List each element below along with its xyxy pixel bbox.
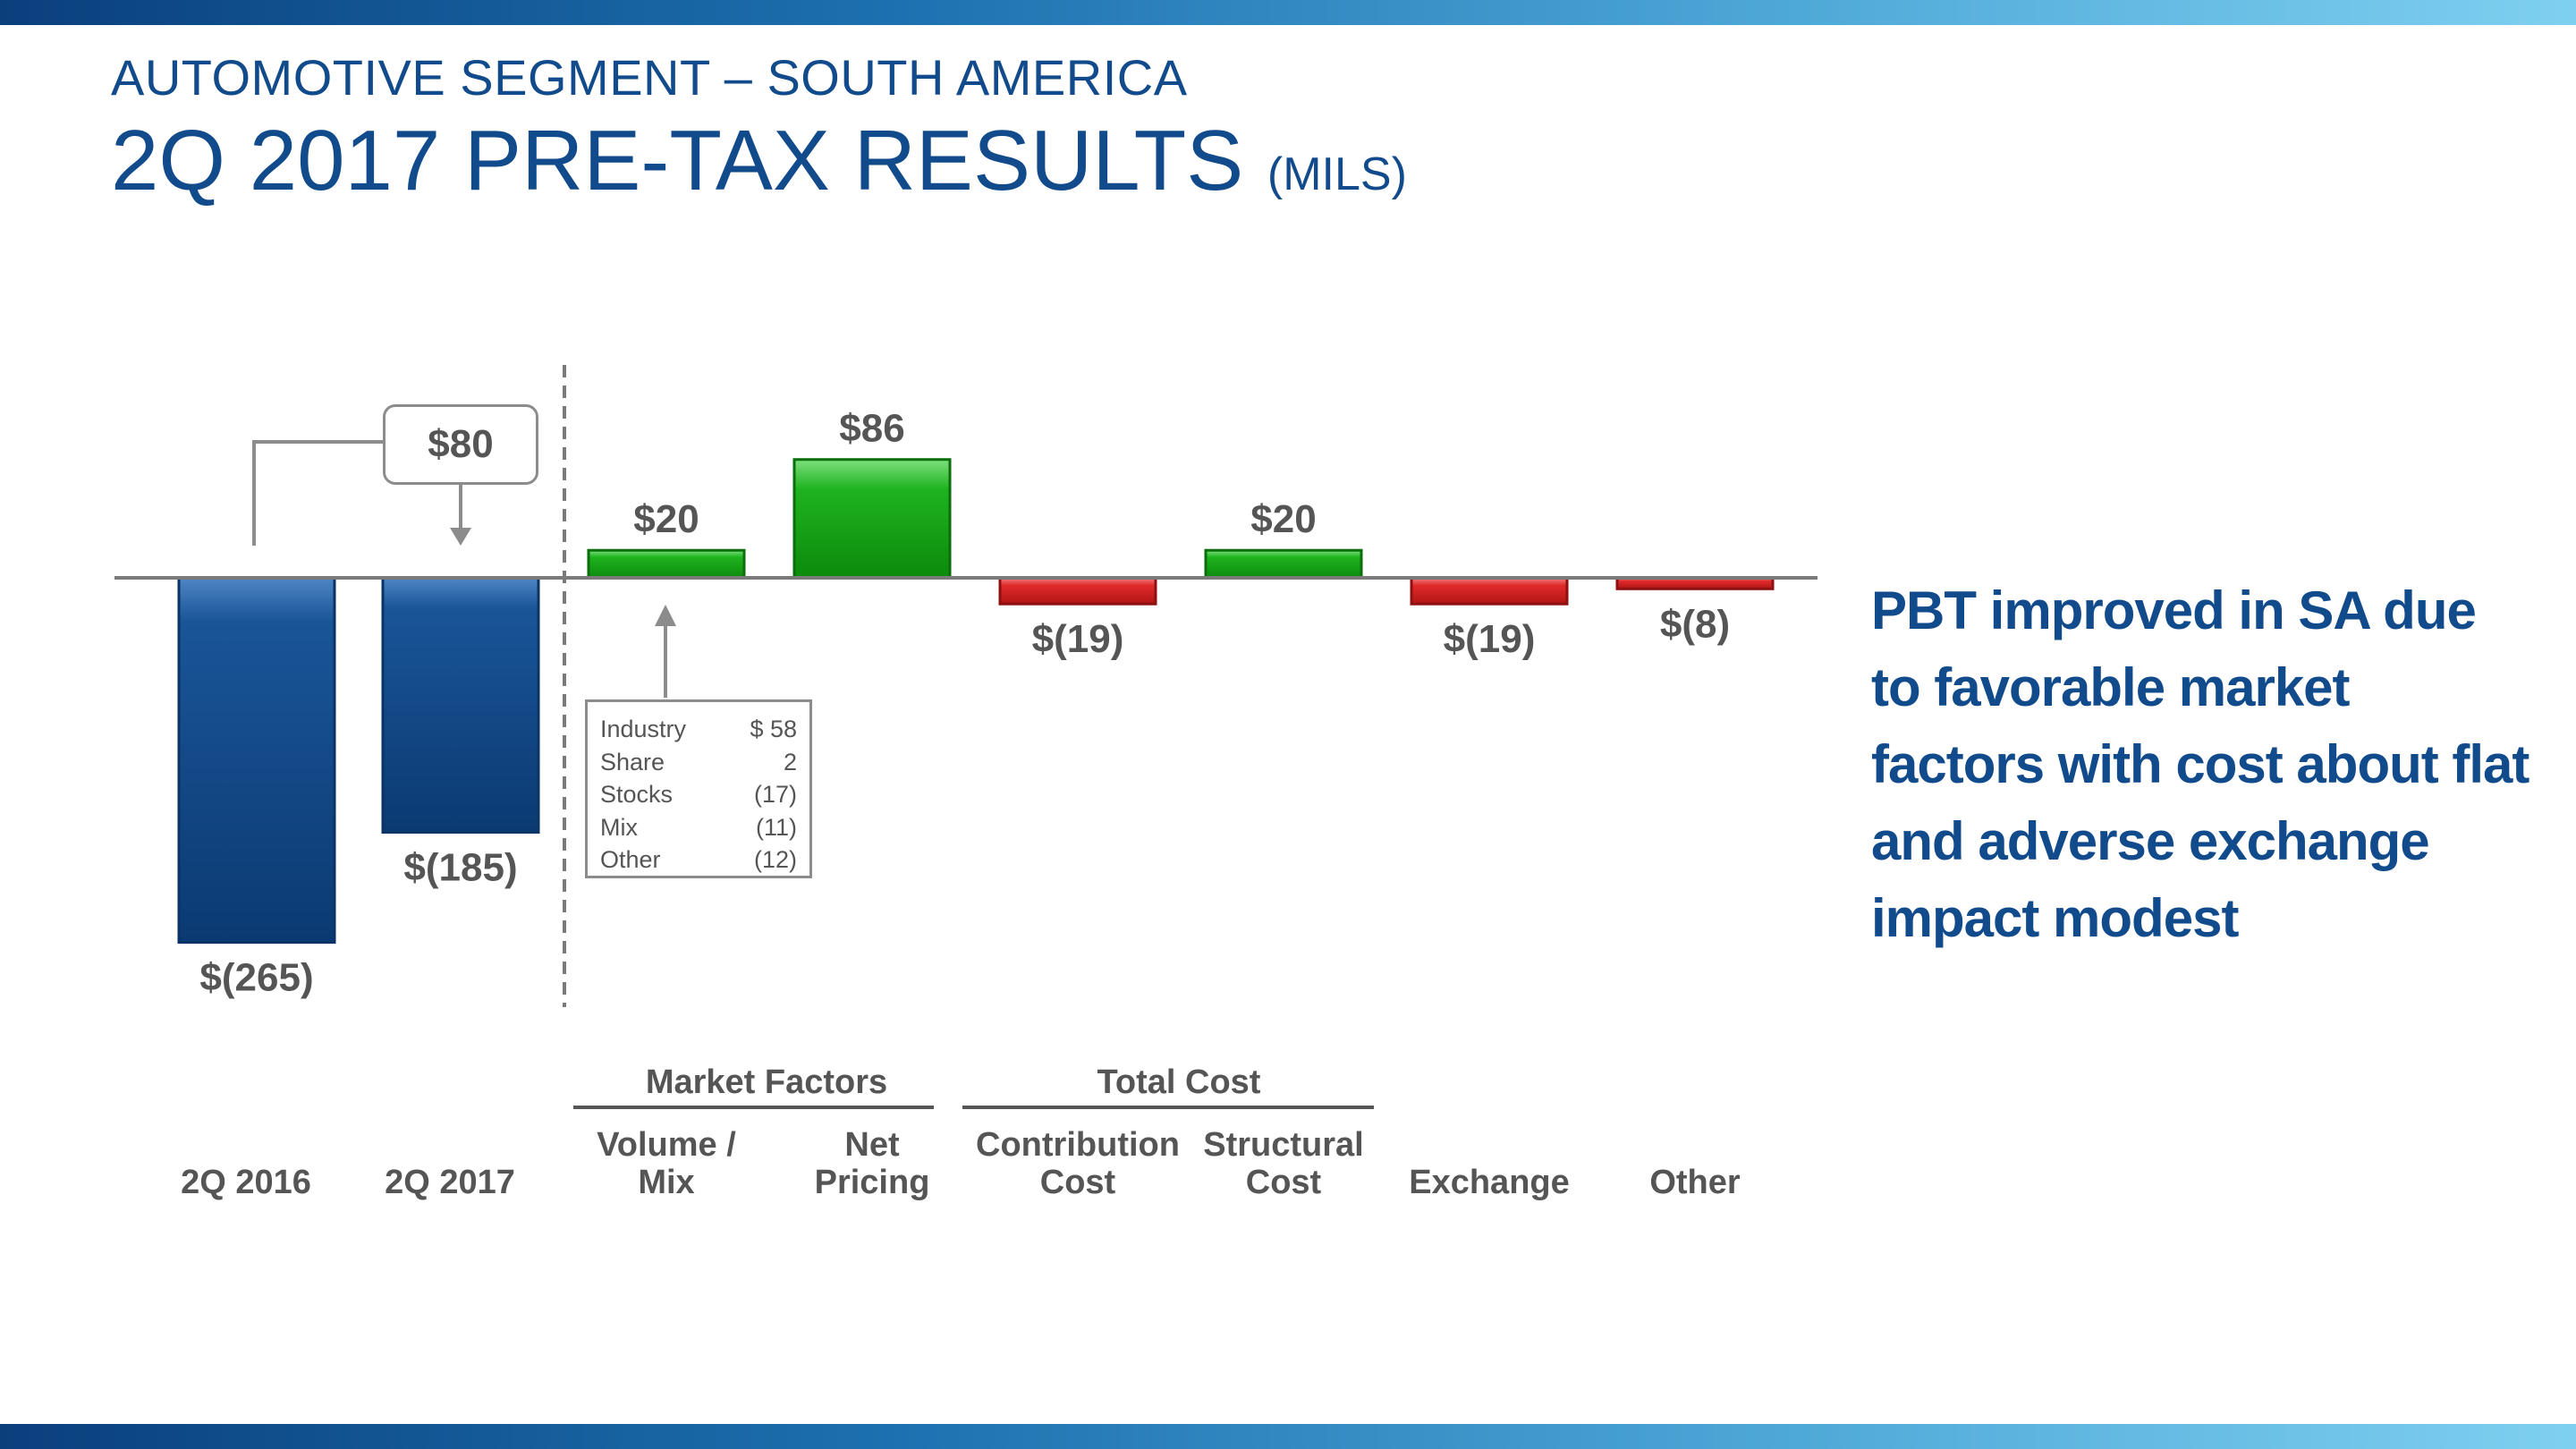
bar-2q-2016 [177,576,336,945]
data-label-2q-2017: $(185) [403,846,517,890]
bar-contribution-cost [998,576,1157,606]
breakdown-row: Industry $ 58 [600,713,797,746]
group-label-total-cost: Total Cost [1097,1063,1261,1101]
category-label-structural-cost: Structural Cost [1203,1126,1363,1201]
breakdown-value: (12) [753,846,797,873]
breakdown-arrow-head [655,605,676,626]
improvement-connector [252,440,383,546]
data-label-net-pricing: $86 [839,407,904,451]
breakdown-row: Mix (11) [600,811,797,844]
data-label-contribution-cost: $(19) [1032,617,1124,661]
category-label-other: Other [1649,1164,1741,1201]
category-label-volume-mix: Volume / Mix [597,1126,736,1201]
category-label-2q-2017: 2Q 2017 [385,1164,515,1201]
category-label-net-pricing: Net Pricing [815,1126,930,1201]
data-label-exchange: $(19) [1444,617,1536,661]
data-label-volume-mix: $20 [633,497,699,541]
bar-structural-cost [1204,548,1363,580]
category-label-exchange: Exchange [1409,1164,1570,1201]
data-label-structural-cost: $20 [1250,497,1316,541]
top-band [0,0,2576,25]
bar-2q-2017 [381,576,540,835]
slide-title-text: 2Q 2017 PRE-TAX RESULTS [111,113,1244,208]
breakdown-value: (17) [753,781,797,808]
bar-volume-mix [587,548,746,580]
breakdown-label: Stocks [600,781,674,808]
volume-mix-breakdown-box: Industry $ 58 Share 2 Stocks (17) Mix (11) O… [585,699,812,878]
breakdown-label: Mix [600,813,638,841]
slide-title-unit: (MILS) [1267,148,1407,200]
group-label-market-factors: Market Factors [646,1063,887,1101]
slide-subtitle: AUTOMOTIVE SEGMENT – SOUTH AMERICA [111,49,1188,106]
breakdown-value: 2 [783,748,797,775]
improvement-arrow-head [450,528,471,546]
breakdown-row: Other (12) [600,843,797,877]
breakdown-label: Industry [600,716,687,742]
bottom-band [0,1424,2576,1449]
breakdown-label: Other [600,846,661,873]
category-label-contribution-cost: Contribution Cost [976,1126,1180,1201]
slide-title: 2Q 2017 PRE-TAX RESULTS (MILS) [111,116,1407,219]
breakdown-row: Share 2 [600,746,797,779]
bar-exchange [1410,576,1569,606]
data-label-2q-2016: $(265) [199,956,313,1000]
breakdown-value: (11) [755,813,797,841]
category-label-2q-2016: 2Q 2016 [181,1164,311,1201]
commentary-text: PBT improved in SA due to favorable mark… [1871,580,2529,948]
breakdown-row: Stocks (17) [600,778,797,811]
data-label-other: $(8) [1660,602,1730,646]
breakdown-label: Share [600,748,665,775]
bar-net-pricing [792,458,952,580]
improvement-callout: $80 [383,404,538,485]
breakdown-value: $ 58 [750,716,797,742]
